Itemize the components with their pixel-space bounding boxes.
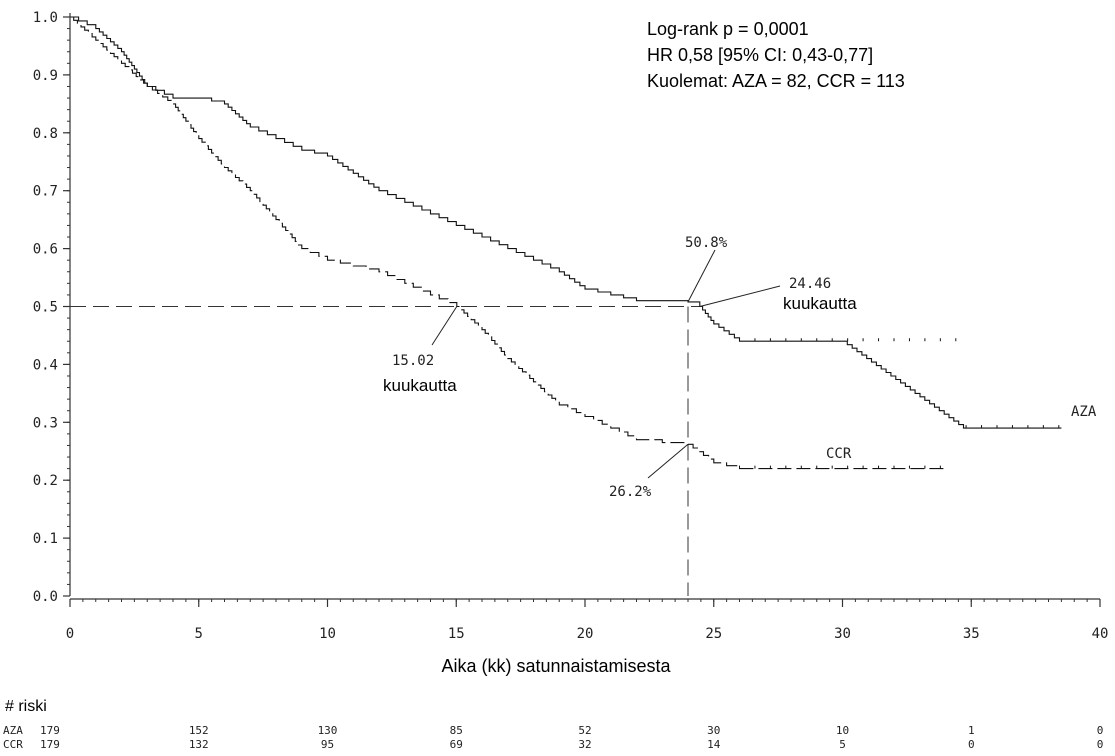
x-tick-label: 5: [195, 626, 203, 642]
risk-cell: 85: [450, 724, 463, 737]
risk-cell: 5: [839, 738, 846, 751]
x-tick-label: 25: [705, 626, 722, 642]
x-tick-label: 10: [319, 626, 336, 642]
y-tick-label: 0.0: [33, 589, 58, 605]
x-tick-label: 35: [963, 626, 980, 642]
axes: 0.0 0.1 0.2 0.3 0.4 0.5 0.6 0.7 0.8 0.9 1.0 0 5 10 15 2…: [33, 10, 1109, 642]
series-label-aza: AZA: [1071, 404, 1097, 420]
stats-box: Log-rank p = 0,0001 HR 0,58 [95% CI: 0,4…: [647, 19, 905, 91]
y-tick-label: 0.1: [33, 531, 58, 547]
leader-line-ccr-median: [431, 306, 458, 346]
x-tick-label: 15: [448, 626, 465, 642]
y-tick-label: 0.5: [33, 300, 58, 316]
leader-line-aza-median: [699, 285, 781, 307]
risk-cell: 130: [318, 724, 338, 737]
x-tick-label: 0: [66, 626, 74, 642]
risk-cell: 32: [578, 738, 591, 751]
risk-cell: 179: [40, 724, 60, 737]
annotation-aza-median-unit: kuukautta: [783, 294, 857, 313]
annotation-ccr-median-unit: kuukautta: [383, 376, 457, 395]
y-tick-label: 0.8: [33, 126, 58, 142]
series-layer: [70, 16, 1062, 470]
y-tick-label: 0.3: [33, 415, 58, 431]
risk-cell: 132: [189, 738, 209, 751]
y-tick-label: 0.9: [33, 68, 58, 84]
risk-cell: 30: [707, 724, 720, 737]
risk-cell: 179: [40, 738, 60, 751]
annotation-ccr-median-value: 15.02: [392, 353, 434, 369]
annotation-aza-24: 50.8%: [685, 235, 728, 251]
x-tick-label: 20: [577, 626, 594, 642]
risk-cell: 69: [450, 738, 463, 751]
risk-cell: 152: [189, 724, 209, 737]
annotations: 50.8% 24.46 kuukautta 15.02 kuukautta 26.2% AZ…: [383, 235, 1097, 500]
risk-cell: 0: [968, 738, 975, 751]
y-tick-label: 0.4: [33, 357, 58, 373]
risk-cell: 95: [321, 738, 334, 751]
x-axis-label: Aika (kk) satunnaistamisesta: [441, 656, 671, 676]
median-reference-lines: [70, 306, 703, 596]
y-tick-label: 0.7: [33, 184, 58, 200]
risk-table-title: # riski: [5, 698, 47, 715]
annotation-ccr-24: 26.2%: [609, 484, 652, 500]
risk-cell: 0: [1097, 724, 1104, 737]
survival-curve-aza: [70, 16, 1062, 429]
leader-line-aza-24: [687, 249, 716, 303]
risk-cell: 0: [1097, 738, 1104, 751]
risk-cell: 52: [578, 724, 591, 737]
x-tick-label: 40: [1092, 626, 1109, 642]
y-tick-label: 0.2: [33, 473, 58, 489]
risk-cell: 10: [836, 724, 849, 737]
risk-row-label: AZA: [3, 724, 23, 737]
stats-hr: HR 0,58 [95% CI: 0,43-0,77]: [647, 45, 873, 65]
y-tick-label: 0.6: [33, 242, 58, 258]
survival-curve-ccr: [70, 16, 946, 470]
stats-deaths: Kuolemat: AZA = 82, CCR = 113: [647, 71, 905, 91]
series-label-ccr: CCR: [826, 446, 852, 462]
risk-cell: 14: [707, 738, 721, 751]
x-tick-label: 30: [834, 626, 851, 642]
risk-cell: 1: [968, 724, 975, 737]
stats-logrank: Log-rank p = 0,0001: [647, 19, 809, 39]
leader-line-ccr-24: [647, 443, 689, 479]
annotation-aza-median-value: 24.46: [789, 276, 831, 292]
risk-row-label: CCR: [3, 738, 23, 751]
y-tick-label: 1.0: [33, 10, 58, 26]
censor-marks: [739, 338, 1060, 469]
